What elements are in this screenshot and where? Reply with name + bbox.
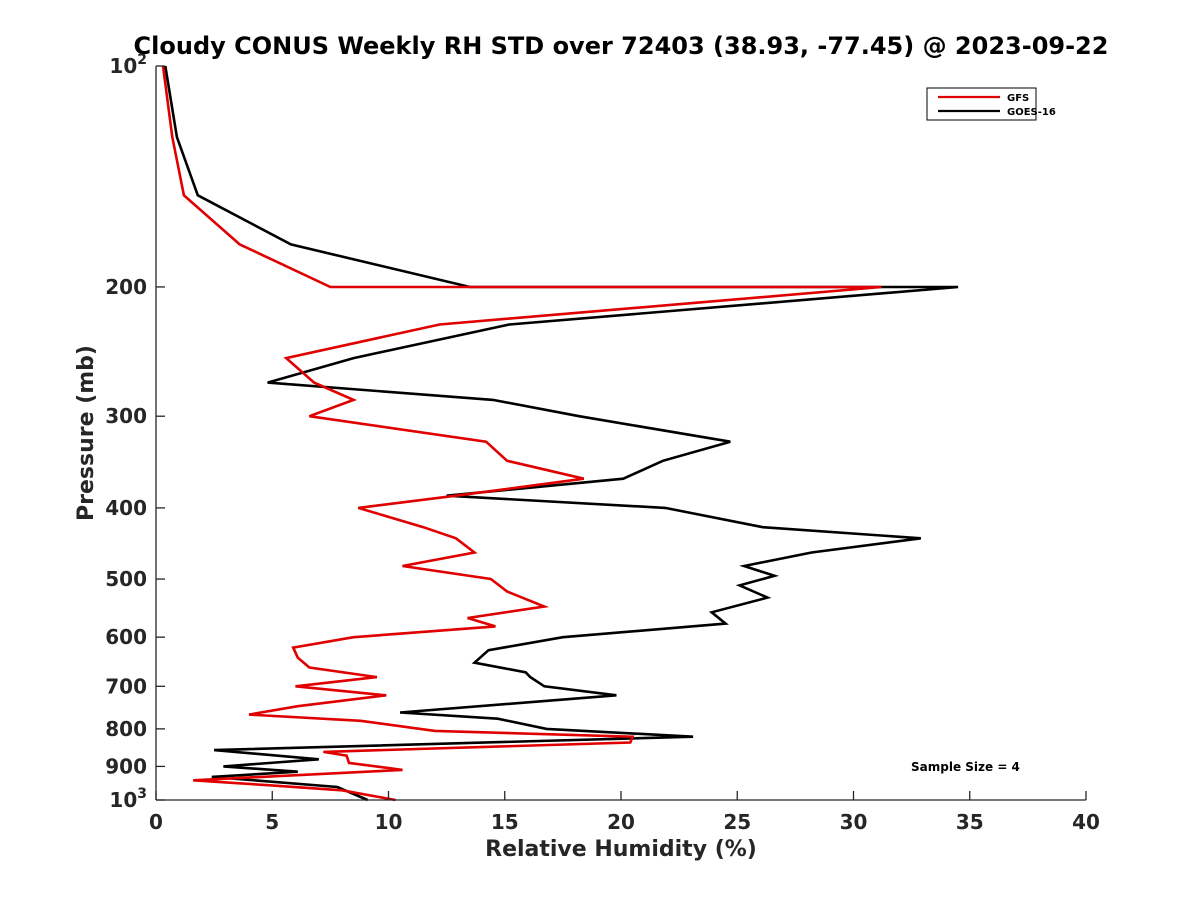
series-layer: [161, 65, 959, 802]
y-tick-label: 103: [109, 786, 147, 812]
legend-box: [926, 87, 1037, 121]
y-tick-label: 102: [109, 52, 147, 78]
y-ticks: 102 200 300 400 500 600 700 800 900 103: [105, 52, 165, 812]
y-tick-label: 600: [105, 625, 147, 649]
x-tick-label: 5: [265, 810, 279, 834]
x-tick-label: 40: [1072, 810, 1100, 834]
sample-size-annotation: Sample Size = 4: [911, 760, 1020, 774]
legend-label-gfs: GFS: [1007, 93, 1029, 104]
x-tick-label: 0: [149, 810, 163, 834]
x-axis-label: Relative Humidity (%): [485, 837, 757, 862]
y-tick-label: 700: [105, 674, 147, 698]
y-axis-label: Pressure (mb): [74, 345, 99, 521]
y-tick-label: 200: [105, 275, 147, 299]
x-tick-label: 15: [491, 810, 519, 834]
chart-title: Cloudy CONUS Weekly RH STD over 72403 (3…: [134, 32, 1109, 60]
y-tick-label: 900: [105, 754, 147, 778]
x-ticks: 0 5 10 15 20 25 30 35 40: [149, 791, 1100, 834]
y-tick-label: 300: [105, 404, 147, 428]
x-tick-label: 30: [840, 810, 868, 834]
x-tick-label: 20: [607, 810, 635, 834]
x-tick-label: 25: [723, 810, 751, 834]
x-tick-label: 10: [375, 810, 403, 834]
legend: GFS GOES-16: [926, 87, 1056, 121]
y-tick-label: 800: [105, 717, 147, 741]
series-line-goes16: [164, 65, 959, 802]
y-tick-label: 400: [105, 496, 147, 520]
x-tick-label: 35: [956, 810, 984, 834]
series-line-gfs: [161, 65, 882, 802]
y-tick-label: 500: [105, 567, 147, 591]
legend-label-goes16: GOES-16: [1007, 107, 1056, 118]
